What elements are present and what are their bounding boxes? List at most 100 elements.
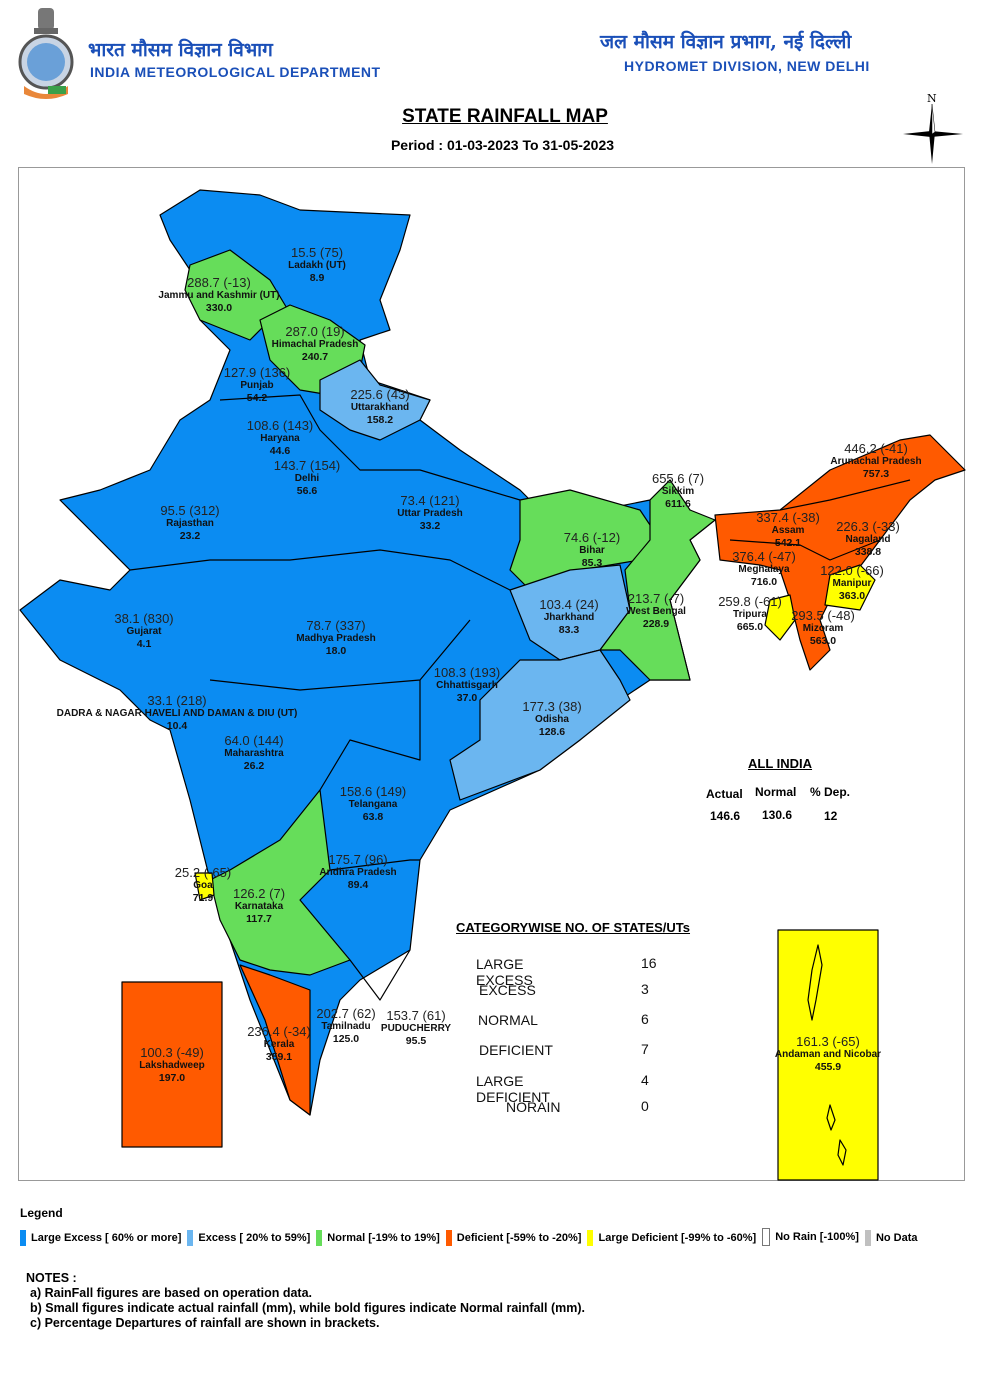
state-shape-kerala <box>239 964 311 1116</box>
state-label: 100.3 (-49) Lakshadweep 197.0 <box>139 1046 205 1085</box>
state-name: Manipur <box>832 578 872 589</box>
state-actual-departure: 108.3 (193) <box>434 666 501 680</box>
state-departure: (7) <box>688 471 705 486</box>
imd-logo <box>18 6 74 100</box>
state-normal: 359.1 <box>265 1051 293 1063</box>
state-actual: 38.1 <box>114 611 140 626</box>
page-title: STATE RAINFALL MAP <box>0 106 981 128</box>
state-normal: 63.8 <box>362 811 384 823</box>
state-actual-departure: 103.4 (24) <box>539 598 598 612</box>
legend-item: Large Deficient [-99% to -60%] <box>587 1230 756 1246</box>
state-actual: 78.7 <box>306 618 332 633</box>
state-departure: (337) <box>335 618 366 633</box>
state-normal: 26.2 <box>243 760 265 772</box>
legend-swatch <box>587 1230 594 1246</box>
state-normal: 18.0 <box>325 645 347 657</box>
state-actual-departure: 287.0 (19) <box>272 325 359 339</box>
state-label: 288.7 (-13) Jammu and Kashmir (UT) 330.0 <box>158 276 280 315</box>
state-label: 446.2 (-41) Arunachal Pradesh 757.3 <box>830 442 922 481</box>
all-india-actual: 146.6 <box>710 809 741 823</box>
state-actual-departure: 337.4 (-38) <box>756 511 820 525</box>
state-label: 226.3 (-33) Nagaland 338.8 <box>836 520 900 559</box>
state-label: 78.7 (337) Madhya Pradesh 18.0 <box>296 619 375 658</box>
legend-swatch <box>445 1230 452 1246</box>
state-actual: 293.5 <box>791 608 824 623</box>
imd-english-name: INDIA METEOROLOGICAL DEPARTMENT <box>90 64 381 80</box>
state-actual-departure: 161.3 (-65) <box>775 1035 881 1049</box>
state-label: 293.5 (-48) Mizoram 563.0 <box>791 609 855 648</box>
state-name: Jammu and Kashmir (UT) <box>158 290 280 301</box>
category-label: LARGE DEFICIENT <box>476 1073 550 1105</box>
state-name: Nagaland <box>845 534 891 545</box>
state-departure: (218) <box>176 693 207 708</box>
state-normal: 95.5 <box>405 1035 427 1047</box>
state-actual-departure: 122.0 (-66) <box>820 564 884 578</box>
state-departure: (193) <box>469 665 501 680</box>
note-line: c) Percentage Departures of rainfall are… <box>30 1316 380 1330</box>
state-actual-departure: 225.6 (43) <box>350 388 409 402</box>
north-arrow-icon: N <box>903 92 963 164</box>
state-actual-departure: 153.7 (61) <box>381 1009 451 1023</box>
state-actual: 15.5 <box>290 245 317 260</box>
state-normal: 23.2 <box>179 530 201 542</box>
state-actual-departure: 78.7 (337) <box>296 619 375 633</box>
state-shape-lakshadweep <box>121 981 223 1148</box>
category-count: 0 <box>641 1098 649 1114</box>
state-actual: 64.0 <box>224 733 250 748</box>
state-name: Bihar <box>579 545 605 556</box>
state-actual-departure: 95.5 (312) <box>160 504 219 518</box>
state-shape-andaman <box>777 929 879 1181</box>
legend: Legend Large Excess [ 60% or more] Excess… <box>20 1206 924 1249</box>
state-actual-departure: 226.3 (-33) <box>836 520 900 534</box>
state-actual-departure: 15.5 (75) <box>288 246 346 260</box>
legend-label: Deficient [-59% to -20%] <box>456 1232 582 1244</box>
state-label: 64.0 (144) Maharashtra 26.2 <box>224 733 283 773</box>
categorywise-title: CATEGORYWISE NO. OF STATES/UTs <box>456 920 691 935</box>
state-actual: 74.6 <box>563 530 590 545</box>
state-name: West Bengal <box>626 606 686 617</box>
state-label: 655.6 (7) Sikkim 611.6 <box>652 471 705 511</box>
state-label: 143.7 (154) Delhi 56.6 <box>274 458 341 498</box>
all-india-header-dep: % Dep. <box>810 785 851 799</box>
state-label: 225.6 (43) Uttarakhand 158.2 <box>350 388 409 427</box>
legend-swatch <box>316 1230 323 1246</box>
state-normal: 10.4 <box>166 720 188 732</box>
state-actual: 108.6 <box>246 418 280 433</box>
andaman-islands <box>807 944 847 1166</box>
state-departure: (-65) <box>203 865 232 880</box>
state-label: 127.9 (136) Punjab 54.2 <box>223 365 291 405</box>
all-india-normal: 130.6 <box>762 808 793 822</box>
state-departure: (-48) <box>827 608 855 623</box>
category-count: 7 <box>641 1041 649 1057</box>
state-normal: 542.1 <box>774 537 802 549</box>
state-name: Tamilnadu <box>321 1021 371 1032</box>
state-name: Arunachal Pradesh <box>830 456 922 467</box>
title-text: STATE RAINFALL MAP <box>402 106 608 127</box>
category-count: 16 <box>641 955 657 971</box>
state-actual-departure: 202.7 (62) <box>316 1007 375 1021</box>
state-departure: (143) <box>282 418 314 433</box>
state-normal: 71.9 <box>192 892 214 904</box>
state-label: 108.6 (143) Haryana 44.6 <box>246 418 314 458</box>
state-label: 122.0 (-66) Manipur 363.0 <box>820 564 884 603</box>
state-label: 202.7 (62) Tamilnadu 125.0 <box>316 1007 375 1046</box>
state-normal: 85.3 <box>581 557 603 569</box>
state-departure: (62) <box>352 1006 376 1021</box>
state-departure: (19) <box>321 324 345 339</box>
state-departure: (154) <box>309 458 341 473</box>
state-actual-departure: 158.6 (149) <box>340 785 407 799</box>
period-text: Period : 01-03-2023 To 31-05-2023 <box>390 137 615 153</box>
state-actual: 127.9 <box>223 365 257 380</box>
legend-item: Normal [-19% to 19%] <box>316 1230 440 1246</box>
state-normal: 37.0 <box>456 692 478 704</box>
state-actual: 236.4 <box>247 1024 280 1039</box>
legend-swatch <box>187 1230 194 1246</box>
state-departure: (43) <box>386 387 410 402</box>
state-actual-departure: 288.7 (-13) <box>158 276 279 290</box>
state-shape-odisha <box>449 649 631 801</box>
state-actual: 103.4 <box>539 597 572 612</box>
category-label: LARGE EXCESS <box>476 956 533 988</box>
state-label: 236.4 (-34) Kerala 359.1 <box>247 1024 311 1064</box>
state-actual-departure: 293.5 (-48) <box>791 609 855 623</box>
